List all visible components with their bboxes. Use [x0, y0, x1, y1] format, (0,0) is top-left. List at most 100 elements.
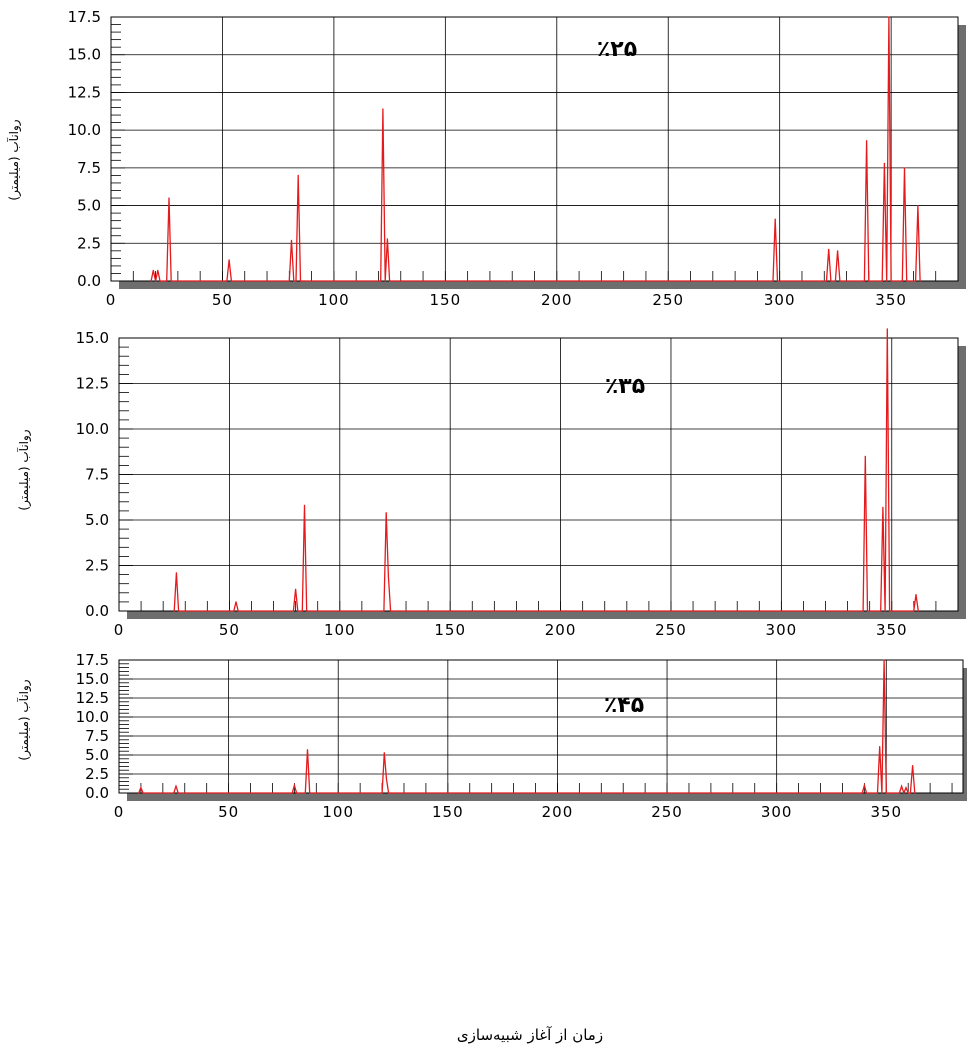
data-point	[863, 280, 866, 282]
data-point	[825, 280, 828, 282]
data-point	[862, 610, 864, 612]
y-tick-label: 10.0	[68, 121, 101, 139]
data-point	[175, 785, 177, 787]
panel-label: ٪۳۵	[605, 374, 645, 399]
y-tick-label: 10.0	[76, 420, 109, 438]
data-point	[901, 280, 903, 282]
data-point	[839, 280, 841, 282]
data-point	[233, 610, 235, 612]
y-tick-label: 17.5	[68, 8, 101, 26]
x-tick-label: 250	[655, 621, 687, 639]
data-point	[388, 792, 390, 794]
data-point	[235, 601, 237, 603]
y-tick-label: 12.5	[76, 689, 109, 707]
x-axis-title: زمان از آغاز شبیه‌سازی	[457, 1026, 603, 1044]
data-point	[919, 280, 921, 282]
data-point	[903, 167, 906, 169]
data-point	[237, 610, 239, 612]
data-point	[883, 162, 886, 164]
data-point	[888, 16, 890, 18]
x-tick-label: 50	[218, 803, 239, 821]
x-tick-label: 350	[875, 291, 907, 309]
data-point	[389, 280, 391, 282]
data-point	[138, 792, 140, 794]
x-tick-label: 150	[432, 803, 464, 821]
data-point	[903, 792, 905, 794]
data-point	[159, 280, 161, 282]
data-point	[861, 792, 863, 794]
data-point	[302, 280, 304, 282]
y-tick-label: 15.0	[76, 329, 109, 347]
data-point	[150, 280, 152, 282]
data-point	[296, 792, 298, 794]
y-axis-label: روانآب (میلیمتر)	[16, 679, 32, 760]
data-point	[379, 792, 381, 794]
x-tick-label: 350	[870, 803, 902, 821]
y-tick-label: 12.5	[76, 375, 109, 393]
data-point	[868, 280, 870, 282]
data-point	[828, 248, 830, 250]
x-tick-label: 150	[430, 291, 462, 309]
x-tick-label: 200	[541, 291, 573, 309]
data-point	[175, 572, 177, 574]
data-point	[881, 280, 883, 282]
data-point	[170, 280, 172, 282]
data-point	[383, 610, 385, 612]
y-tick-label: 2.5	[77, 234, 101, 252]
data-point	[886, 328, 888, 330]
data-point	[152, 269, 154, 271]
chart-panel-1: 0.0 2.5 5.0 7.5 10.0 12.5 15.0 17.5 0 50 100 150 200…	[6, 8, 966, 309]
data-point	[306, 749, 309, 751]
data-point	[906, 280, 908, 282]
data-point	[898, 792, 901, 794]
y-tick-label: 12.5	[68, 83, 101, 101]
data-point	[387, 575, 389, 578]
x-tick-label: 0	[106, 291, 117, 309]
x-tick-label: 50	[219, 621, 240, 639]
data-point	[390, 792, 392, 794]
runoff-series-line	[138, 659, 916, 795]
data-point	[890, 280, 892, 282]
data-point	[292, 610, 294, 612]
data-point	[140, 787, 142, 789]
x-tick-label: 200	[542, 803, 574, 821]
data-point	[381, 610, 383, 612]
x-tick-label: 300	[761, 803, 793, 821]
data-point	[882, 506, 884, 508]
data-point	[226, 280, 228, 282]
y-tick-label: 0.0	[85, 784, 109, 802]
data-point	[384, 280, 386, 282]
y-tick-label: 15.0	[76, 670, 109, 688]
data-point	[885, 792, 887, 794]
y-axis-label: روانآب (میلیمتر)	[16, 429, 32, 510]
data-point	[381, 792, 383, 794]
data-point	[837, 250, 839, 252]
data-point	[228, 259, 230, 261]
data-point	[866, 140, 868, 142]
data-point	[377, 280, 380, 282]
data-point	[915, 594, 917, 596]
data-point	[295, 588, 297, 590]
data-point	[883, 659, 885, 661]
data-point	[880, 610, 882, 612]
data-point	[173, 792, 175, 794]
data-point	[297, 174, 299, 176]
data-point	[299, 280, 302, 282]
data-point	[295, 280, 297, 282]
data-point	[390, 610, 392, 612]
data-point	[876, 792, 879, 794]
data-point	[386, 238, 388, 240]
data-point	[864, 455, 866, 457]
x-tick-label: 200	[545, 621, 577, 639]
data-point	[879, 746, 881, 748]
data-point	[297, 610, 299, 612]
data-point	[909, 792, 912, 794]
x-tick-label: 0	[114, 803, 125, 821]
data-point	[907, 792, 909, 794]
data-point	[290, 239, 293, 241]
data-point	[301, 610, 303, 612]
y-axis-label: روانآب (میلیمتر)	[6, 119, 22, 200]
x-tick-label: 150	[434, 621, 466, 639]
data-point	[917, 205, 919, 207]
